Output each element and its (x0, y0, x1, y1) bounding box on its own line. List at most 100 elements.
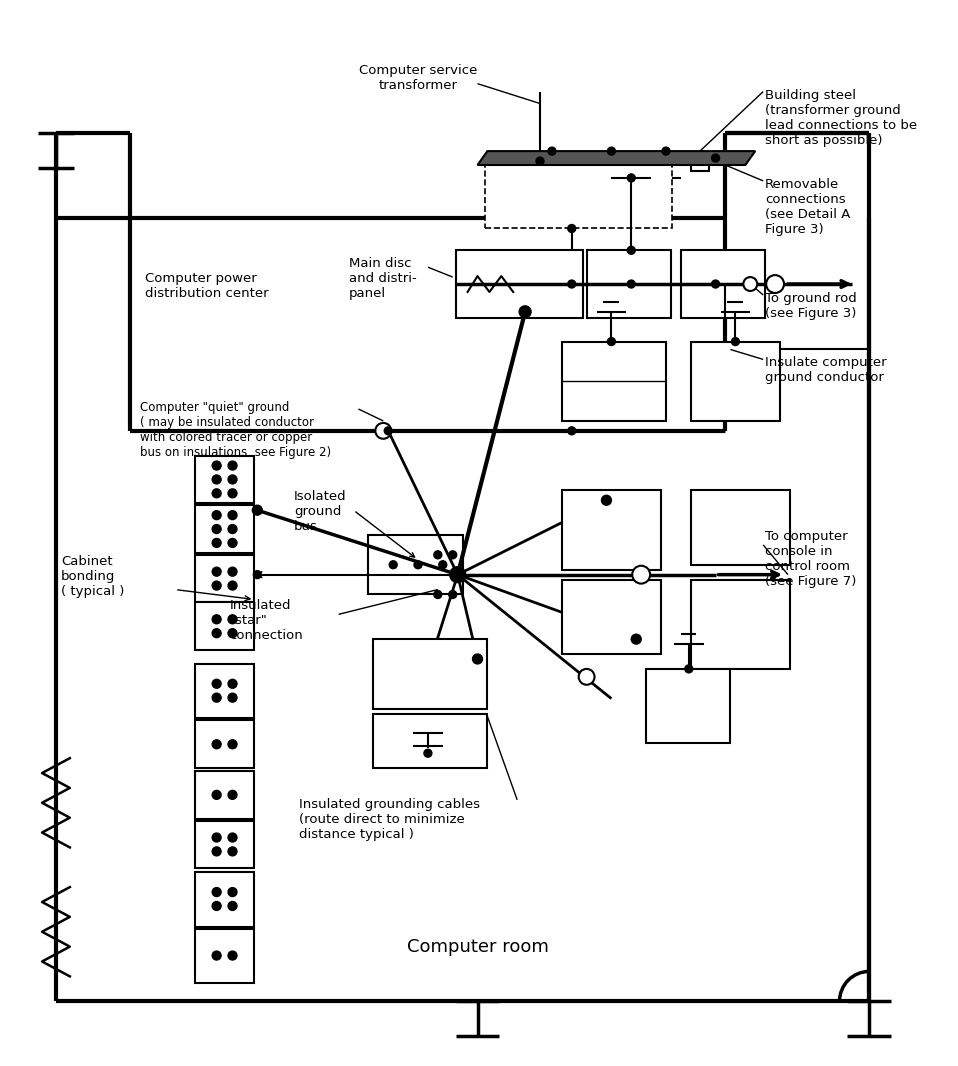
Bar (586, 251, 671, 318)
Circle shape (228, 740, 237, 748)
Circle shape (627, 246, 635, 255)
Circle shape (568, 426, 576, 435)
Text: Isolated
ground
bus: Isolated ground bus (294, 490, 347, 533)
Circle shape (253, 570, 262, 579)
Circle shape (579, 668, 595, 684)
Circle shape (439, 561, 446, 568)
Circle shape (228, 615, 237, 624)
Circle shape (252, 505, 262, 515)
Circle shape (228, 790, 237, 800)
Bar (456, 251, 582, 318)
Circle shape (228, 833, 237, 842)
Circle shape (712, 280, 719, 288)
Circle shape (228, 511, 237, 519)
Circle shape (662, 147, 670, 155)
Text: Computer service
transformer: Computer service transformer (359, 64, 477, 92)
Circle shape (685, 665, 693, 673)
Circle shape (212, 902, 221, 910)
Bar (194, 771, 254, 819)
Text: Insulate computer
ground conductor: Insulate computer ground conductor (765, 356, 887, 385)
Circle shape (228, 581, 237, 591)
Bar (374, 713, 488, 769)
Bar (194, 664, 254, 718)
Circle shape (212, 524, 221, 533)
Circle shape (627, 174, 635, 182)
Circle shape (212, 462, 221, 470)
Circle shape (536, 157, 544, 165)
Circle shape (548, 147, 556, 155)
Circle shape (228, 489, 237, 498)
Circle shape (434, 591, 442, 598)
Text: Computer "quiet" ground
( may be insulated conductor
with colored tracer or copp: Computer "quiet" ground ( may be insulat… (140, 401, 331, 459)
Text: Removable
connections
(see Detail A
Figure 3): Removable connections (see Detail A Figu… (765, 178, 851, 236)
Circle shape (632, 566, 650, 583)
Circle shape (228, 951, 237, 960)
Circle shape (519, 306, 531, 318)
Circle shape (766, 275, 784, 293)
Text: Computer room: Computer room (406, 938, 548, 955)
Circle shape (228, 679, 237, 689)
Circle shape (414, 561, 422, 568)
Circle shape (389, 561, 398, 568)
Text: Building steel
(transformer ground
lead connections to be
short as possible): Building steel (transformer ground lead … (765, 88, 918, 147)
Bar (194, 455, 254, 503)
Bar (561, 490, 661, 569)
Text: To computer
console in
control room
(see Figure 7): To computer console in control room (see… (765, 530, 856, 588)
Bar (691, 154, 709, 171)
Circle shape (228, 693, 237, 702)
Text: To ground rod
(see Figure 3): To ground rod (see Figure 3) (765, 292, 856, 320)
Bar (561, 580, 661, 655)
Circle shape (228, 567, 237, 576)
Circle shape (448, 591, 457, 598)
Bar (194, 872, 254, 926)
Circle shape (384, 426, 392, 435)
Bar (681, 251, 765, 318)
Text: Cabinet
bonding
( typical ): Cabinet bonding ( typical ) (61, 554, 125, 598)
Circle shape (212, 679, 221, 689)
Circle shape (607, 147, 615, 155)
Bar (561, 341, 666, 421)
Circle shape (212, 629, 221, 637)
Circle shape (424, 749, 432, 757)
Circle shape (712, 155, 719, 162)
Circle shape (448, 551, 457, 559)
Circle shape (212, 538, 221, 547)
Text: Main disc
and distri-
panel: Main disc and distri- panel (349, 257, 417, 301)
Circle shape (228, 475, 237, 484)
Circle shape (212, 833, 221, 842)
Bar (691, 341, 780, 421)
Circle shape (228, 462, 237, 470)
Bar (194, 554, 254, 602)
Circle shape (228, 902, 237, 910)
Bar (369, 535, 463, 595)
Bar (374, 640, 488, 709)
Circle shape (434, 551, 442, 559)
Circle shape (602, 496, 611, 505)
Circle shape (212, 489, 221, 498)
Circle shape (607, 338, 615, 345)
Bar (646, 668, 730, 743)
Circle shape (732, 338, 740, 345)
Circle shape (228, 538, 237, 547)
Bar (486, 161, 672, 228)
Circle shape (212, 740, 221, 748)
Bar (194, 602, 254, 650)
Circle shape (472, 655, 483, 664)
Text: Insulated grounding cables
(route direct to minimize
distance typical ): Insulated grounding cables (route direct… (299, 797, 480, 841)
Bar (194, 505, 254, 553)
Text: Computer power
distribution center: Computer power distribution center (146, 272, 269, 301)
Bar (691, 580, 790, 668)
Circle shape (631, 634, 641, 644)
Circle shape (743, 277, 757, 291)
Circle shape (212, 511, 221, 519)
Circle shape (228, 888, 237, 897)
Text: Insulated
"star"
connection: Insulated "star" connection (230, 599, 304, 643)
Circle shape (212, 567, 221, 576)
Circle shape (212, 790, 221, 800)
Circle shape (228, 524, 237, 533)
Circle shape (212, 693, 221, 702)
Circle shape (228, 629, 237, 637)
Circle shape (568, 225, 576, 232)
Bar (194, 821, 254, 869)
Circle shape (228, 847, 237, 856)
